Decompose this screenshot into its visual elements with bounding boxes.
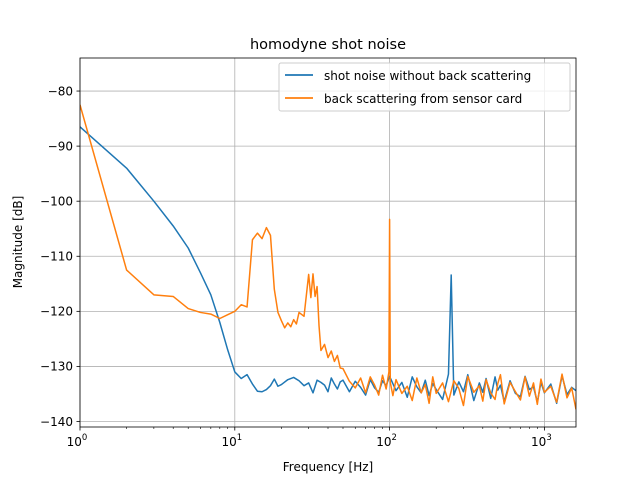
y-tick-label: −80	[48, 84, 73, 98]
y-tick-label: −100	[40, 194, 73, 208]
legend-label-shot-noise: shot noise without back scattering	[324, 69, 531, 83]
x-tick-label: 103	[531, 433, 552, 449]
x-tick-label: 102	[376, 433, 397, 449]
x-tick-label: 101	[221, 433, 242, 449]
x-tick-label: 100	[67, 433, 88, 449]
y-axis-label: Magnitude [dB]	[11, 196, 25, 289]
legend-box	[278, 62, 571, 112]
legend-label-back-scattering: back scattering from sensor card	[324, 92, 522, 106]
y-tick-label: −90	[48, 139, 73, 153]
series-line-1	[80, 104, 576, 410]
y-tick-label: −130	[40, 360, 73, 374]
plot-area	[80, 58, 576, 427]
y-tick-label: −140	[40, 415, 73, 429]
y-axis: −80 −90 −100 −110 −120 −130 −140	[40, 84, 80, 429]
y-tick-label: −110	[40, 250, 73, 264]
x-axis-label: Frequency [Hz]	[283, 460, 374, 474]
chart-title: homodyne shot noise	[250, 37, 406, 53]
x-axis: 100 101 102 103	[67, 427, 552, 449]
y-tick-label: −120	[40, 305, 73, 319]
series-layer	[80, 104, 576, 410]
legend: shot noise without back scattering back …	[278, 62, 571, 112]
